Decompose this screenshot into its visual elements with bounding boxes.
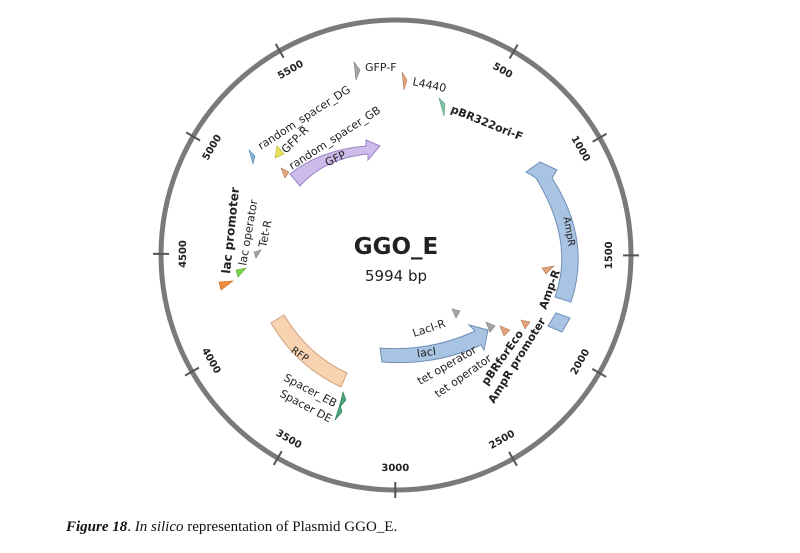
gfp-gene-arrow[interactable] <box>289 139 381 187</box>
tick-label: 2000 <box>569 347 592 377</box>
lac-promoter-icon <box>218 280 234 291</box>
tet-r-primer-icon <box>253 249 262 259</box>
amp-r-primer-icon <box>541 265 555 275</box>
tick-label: 3000 <box>381 463 409 474</box>
tick-label: 500 <box>491 61 515 81</box>
tick-label: 2500 <box>487 428 517 451</box>
tet-r-label: Tet-R <box>256 219 275 250</box>
ampr-gene-arrow[interactable] <box>525 161 579 303</box>
pbrforeco-primer-icon <box>520 319 531 330</box>
gfp-r-primer-icon <box>274 145 285 159</box>
caption-italic: In silico <box>134 519 184 535</box>
tet-operator-1-icon <box>485 321 496 333</box>
tick-label: 4500 <box>178 240 189 268</box>
caption-separator: . <box>127 519 135 535</box>
caption-text: representation of Plasmid GGO_E. <box>183 519 398 535</box>
l4440-label: L4440 <box>411 75 447 95</box>
gfp-f-label: GFP-F <box>365 61 397 74</box>
tick-label: 1500 <box>604 241 615 269</box>
tick-label: 4000 <box>199 346 222 376</box>
l4440-primer-icon <box>401 71 408 91</box>
tick-label: 5000 <box>201 133 225 163</box>
ampr-gene-label: AmpR <box>560 216 576 247</box>
tick-mark <box>508 451 518 467</box>
caption-figure-number: Figure 18 <box>66 519 128 535</box>
random-spacer-gb-icon <box>280 167 290 179</box>
tick-mark <box>274 43 285 59</box>
pbr322ori-f-label: pBR322ori-F <box>449 103 525 144</box>
spacer-eb-icon <box>338 390 347 409</box>
random-spacer-dg-icon <box>248 148 256 166</box>
figure-caption: Figure 18. In silico representation of P… <box>66 519 766 536</box>
rfp-gene-arrow[interactable] <box>270 314 348 388</box>
gfp-f-primer-icon <box>353 60 361 81</box>
tick-mark <box>185 131 201 142</box>
laci-r-label: LacI-R <box>411 317 447 340</box>
pbr322ori-f-primer-icon <box>438 96 446 117</box>
tick-mark <box>592 132 608 143</box>
plasmid-size: 5994 bp <box>365 267 427 285</box>
tick-mark <box>272 450 283 466</box>
laci-gene-label: lacI <box>416 345 437 361</box>
spacer-de-icon <box>334 402 343 421</box>
tick-label: 3500 <box>274 428 304 452</box>
tick-mark <box>184 366 200 377</box>
lac-operator-icon <box>235 267 247 278</box>
plasmid-map: 500 1000 1500 2000 2500 3000 3500 4000 4500 5000 5… <box>152 17 640 499</box>
ampr-promoter-block[interactable] <box>547 312 571 333</box>
tick-mark <box>508 44 519 59</box>
plasmid-name: GGO_E <box>354 234 439 260</box>
tick-label: 5500 <box>276 59 306 82</box>
laci-gene-arrow[interactable] <box>379 324 489 364</box>
tet-operator-2-icon <box>499 325 511 337</box>
laci-r-primer-icon <box>451 308 461 319</box>
tick-label: 1000 <box>568 134 591 164</box>
tick-mark <box>591 368 607 378</box>
